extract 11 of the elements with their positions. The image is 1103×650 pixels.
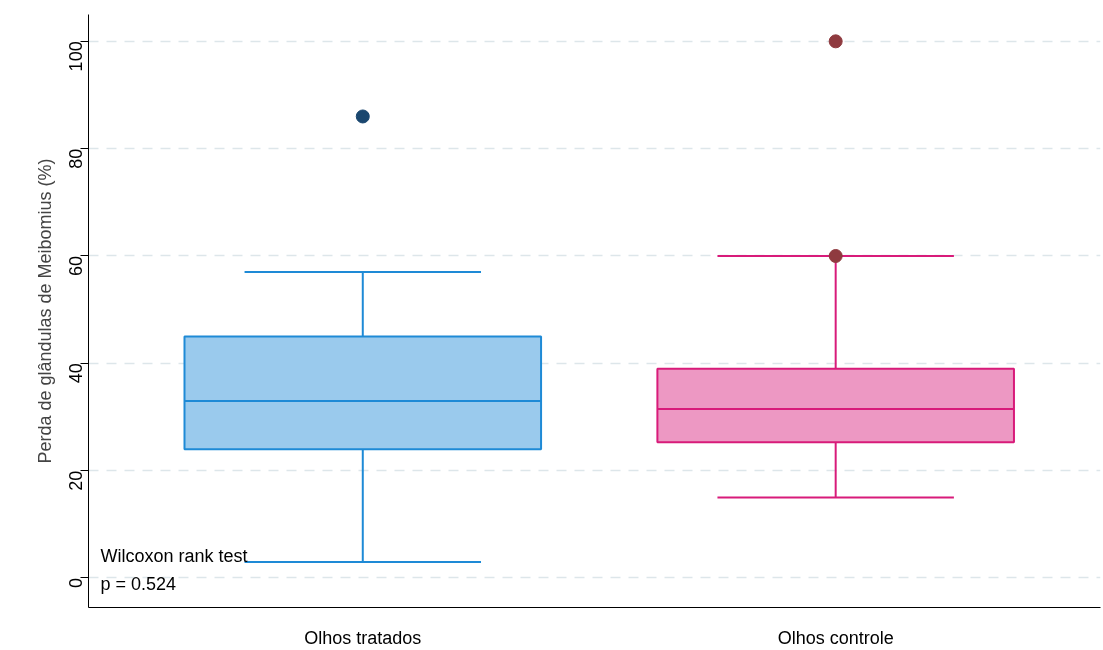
annotation: p = 0.524 bbox=[100, 573, 177, 594]
y-tick-label: 20 bbox=[66, 470, 86, 491]
y-tick-label: 0 bbox=[66, 577, 86, 588]
annotation: Wilcoxon rank test bbox=[100, 545, 248, 566]
y-tick-label: 40 bbox=[66, 363, 86, 384]
y-tick-label: 80 bbox=[66, 148, 86, 169]
y-tick-label: 100 bbox=[66, 41, 86, 72]
x-tick-label: Olhos tratados bbox=[304, 627, 422, 648]
x-tick-label: Olhos controle bbox=[777, 627, 894, 648]
y-axis-title: Perda de glândulas de Meibomius (%) bbox=[34, 158, 55, 464]
y-tick-label: 60 bbox=[66, 255, 86, 277]
